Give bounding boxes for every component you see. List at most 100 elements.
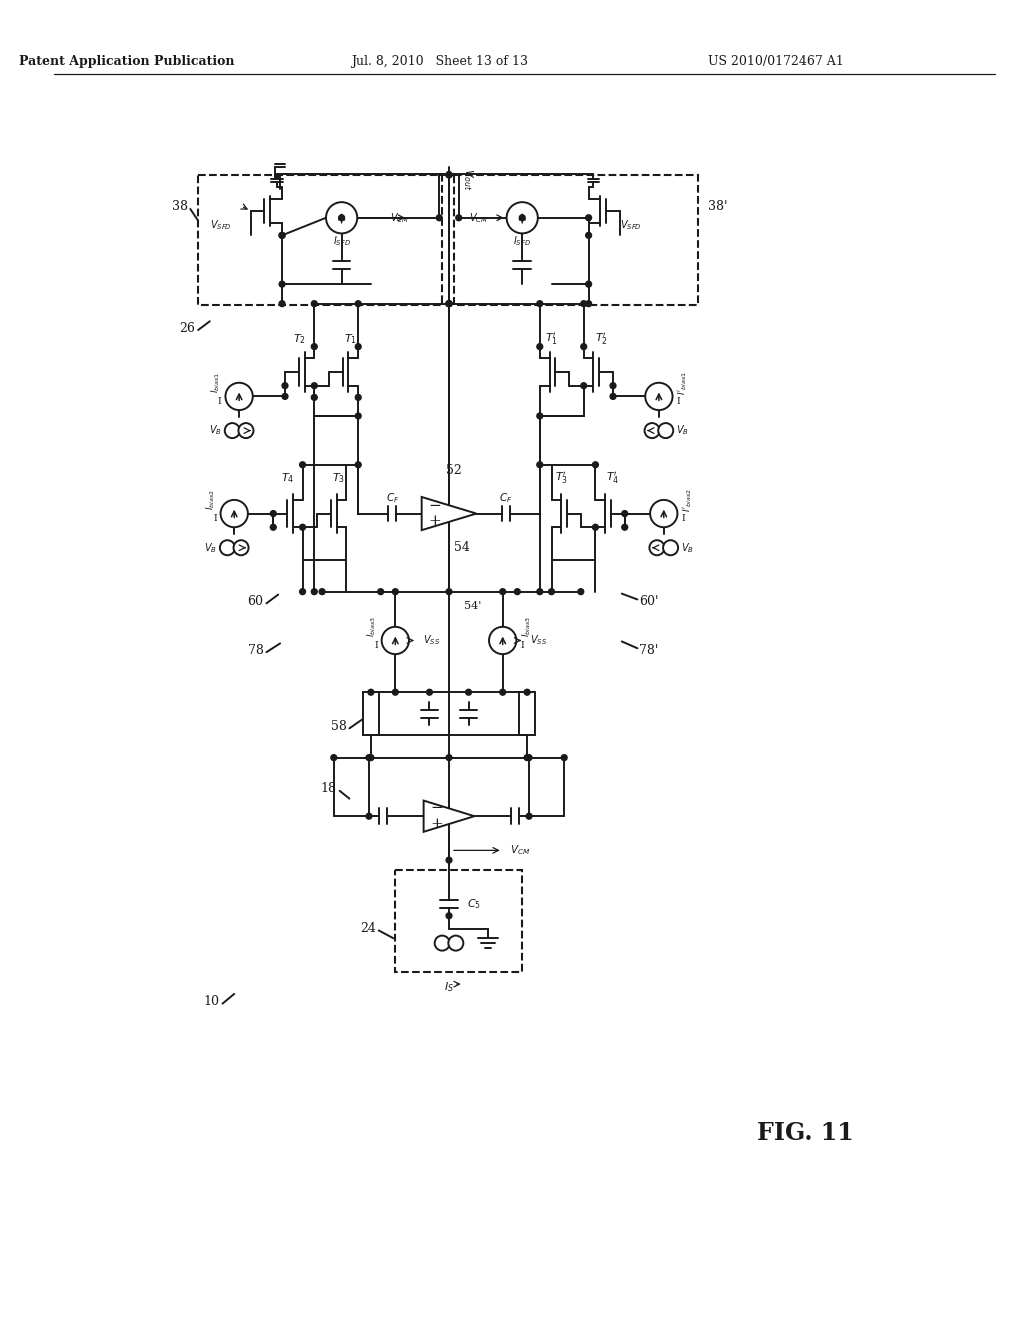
Text: I: I bbox=[677, 397, 680, 405]
Text: 54': 54' bbox=[464, 602, 481, 611]
Text: $V_B$: $V_B$ bbox=[204, 541, 217, 554]
Circle shape bbox=[280, 281, 285, 286]
Text: 52: 52 bbox=[446, 465, 462, 477]
Text: $V_{CM}$: $V_{CM}$ bbox=[390, 211, 410, 224]
Circle shape bbox=[427, 689, 432, 696]
Text: US 2010/0172467 A1: US 2010/0172467 A1 bbox=[709, 55, 844, 69]
Bar bbox=[519, 692, 535, 735]
Circle shape bbox=[578, 589, 584, 594]
Circle shape bbox=[311, 301, 317, 306]
Text: $T_2'$: $T_2'$ bbox=[595, 331, 608, 347]
Text: $I_{bias2}$: $I_{bias2}$ bbox=[204, 490, 217, 511]
Circle shape bbox=[586, 301, 592, 306]
Text: 60': 60' bbox=[639, 595, 658, 609]
Text: $C_F$: $C_F$ bbox=[499, 491, 512, 504]
Bar bbox=[198, 174, 442, 305]
Circle shape bbox=[355, 462, 361, 467]
Circle shape bbox=[622, 524, 628, 531]
Circle shape bbox=[366, 813, 372, 820]
Text: 58: 58 bbox=[331, 719, 346, 733]
Circle shape bbox=[466, 689, 471, 696]
Circle shape bbox=[561, 755, 567, 760]
Text: 78: 78 bbox=[248, 644, 263, 657]
Circle shape bbox=[449, 936, 463, 950]
Circle shape bbox=[224, 424, 240, 438]
Circle shape bbox=[456, 215, 462, 220]
Circle shape bbox=[436, 215, 442, 220]
Circle shape bbox=[311, 383, 317, 388]
Circle shape bbox=[311, 343, 317, 350]
Circle shape bbox=[610, 383, 615, 388]
Text: $V_{SFD}$: $V_{SFD}$ bbox=[620, 219, 642, 232]
Circle shape bbox=[446, 589, 452, 594]
Circle shape bbox=[319, 589, 325, 594]
Circle shape bbox=[366, 755, 372, 760]
Bar bbox=[454, 174, 698, 305]
Circle shape bbox=[664, 540, 678, 556]
Text: $T_1'$: $T_1'$ bbox=[545, 331, 558, 347]
Circle shape bbox=[326, 202, 357, 234]
Text: −: − bbox=[430, 801, 442, 816]
Circle shape bbox=[225, 383, 253, 411]
Text: $T_4$: $T_4$ bbox=[282, 471, 295, 486]
Text: $T_3'$: $T_3'$ bbox=[555, 470, 567, 487]
Circle shape bbox=[446, 172, 452, 178]
Text: $I'_{bias2}$: $I'_{bias2}$ bbox=[681, 488, 694, 512]
Circle shape bbox=[446, 755, 452, 760]
Circle shape bbox=[392, 689, 398, 696]
Circle shape bbox=[446, 913, 452, 919]
Circle shape bbox=[446, 301, 452, 306]
Circle shape bbox=[355, 343, 361, 350]
Circle shape bbox=[526, 813, 532, 820]
Text: 18: 18 bbox=[321, 783, 337, 796]
Circle shape bbox=[280, 232, 285, 239]
Text: $T_2$: $T_2$ bbox=[293, 331, 306, 346]
Circle shape bbox=[489, 627, 516, 655]
Circle shape bbox=[355, 395, 361, 400]
Circle shape bbox=[586, 281, 592, 286]
Circle shape bbox=[610, 393, 615, 400]
Text: FIG. 11: FIG. 11 bbox=[757, 1122, 854, 1146]
Circle shape bbox=[446, 301, 452, 306]
Text: $I_{SFD}$: $I_{SFD}$ bbox=[513, 234, 531, 248]
Circle shape bbox=[549, 589, 554, 594]
Circle shape bbox=[280, 232, 285, 239]
Circle shape bbox=[581, 301, 587, 306]
Circle shape bbox=[300, 524, 305, 531]
Circle shape bbox=[500, 689, 506, 696]
Circle shape bbox=[644, 424, 659, 438]
Circle shape bbox=[434, 936, 450, 950]
Circle shape bbox=[392, 589, 398, 594]
Text: 26: 26 bbox=[179, 322, 196, 334]
Circle shape bbox=[239, 424, 254, 438]
Circle shape bbox=[270, 524, 276, 531]
Text: $T_1$: $T_1$ bbox=[344, 331, 357, 346]
Text: Patent Application Publication: Patent Application Publication bbox=[19, 55, 234, 69]
Circle shape bbox=[355, 301, 361, 306]
Circle shape bbox=[300, 462, 305, 467]
Text: 38: 38 bbox=[172, 199, 188, 213]
Polygon shape bbox=[422, 496, 476, 531]
Circle shape bbox=[519, 215, 525, 220]
Circle shape bbox=[270, 511, 276, 516]
Circle shape bbox=[233, 540, 249, 556]
Text: $I_{bias3}$: $I_{bias3}$ bbox=[520, 616, 532, 638]
Circle shape bbox=[446, 301, 452, 306]
Circle shape bbox=[311, 589, 317, 594]
Circle shape bbox=[526, 755, 532, 760]
Circle shape bbox=[622, 511, 628, 516]
Text: $C_5$: $C_5$ bbox=[467, 898, 480, 911]
Circle shape bbox=[446, 172, 452, 178]
Circle shape bbox=[220, 500, 248, 527]
Text: $V_{SFD}$: $V_{SFD}$ bbox=[210, 219, 231, 232]
Circle shape bbox=[500, 589, 506, 594]
Circle shape bbox=[378, 589, 384, 594]
Text: I: I bbox=[213, 513, 217, 523]
Text: +: + bbox=[430, 817, 442, 832]
Text: $V_{SS}$: $V_{SS}$ bbox=[530, 634, 547, 647]
Text: 78': 78' bbox=[639, 644, 658, 657]
Text: $V_B$: $V_B$ bbox=[209, 424, 221, 437]
Text: 54: 54 bbox=[454, 541, 470, 554]
Bar bbox=[364, 692, 379, 735]
Circle shape bbox=[220, 540, 234, 556]
